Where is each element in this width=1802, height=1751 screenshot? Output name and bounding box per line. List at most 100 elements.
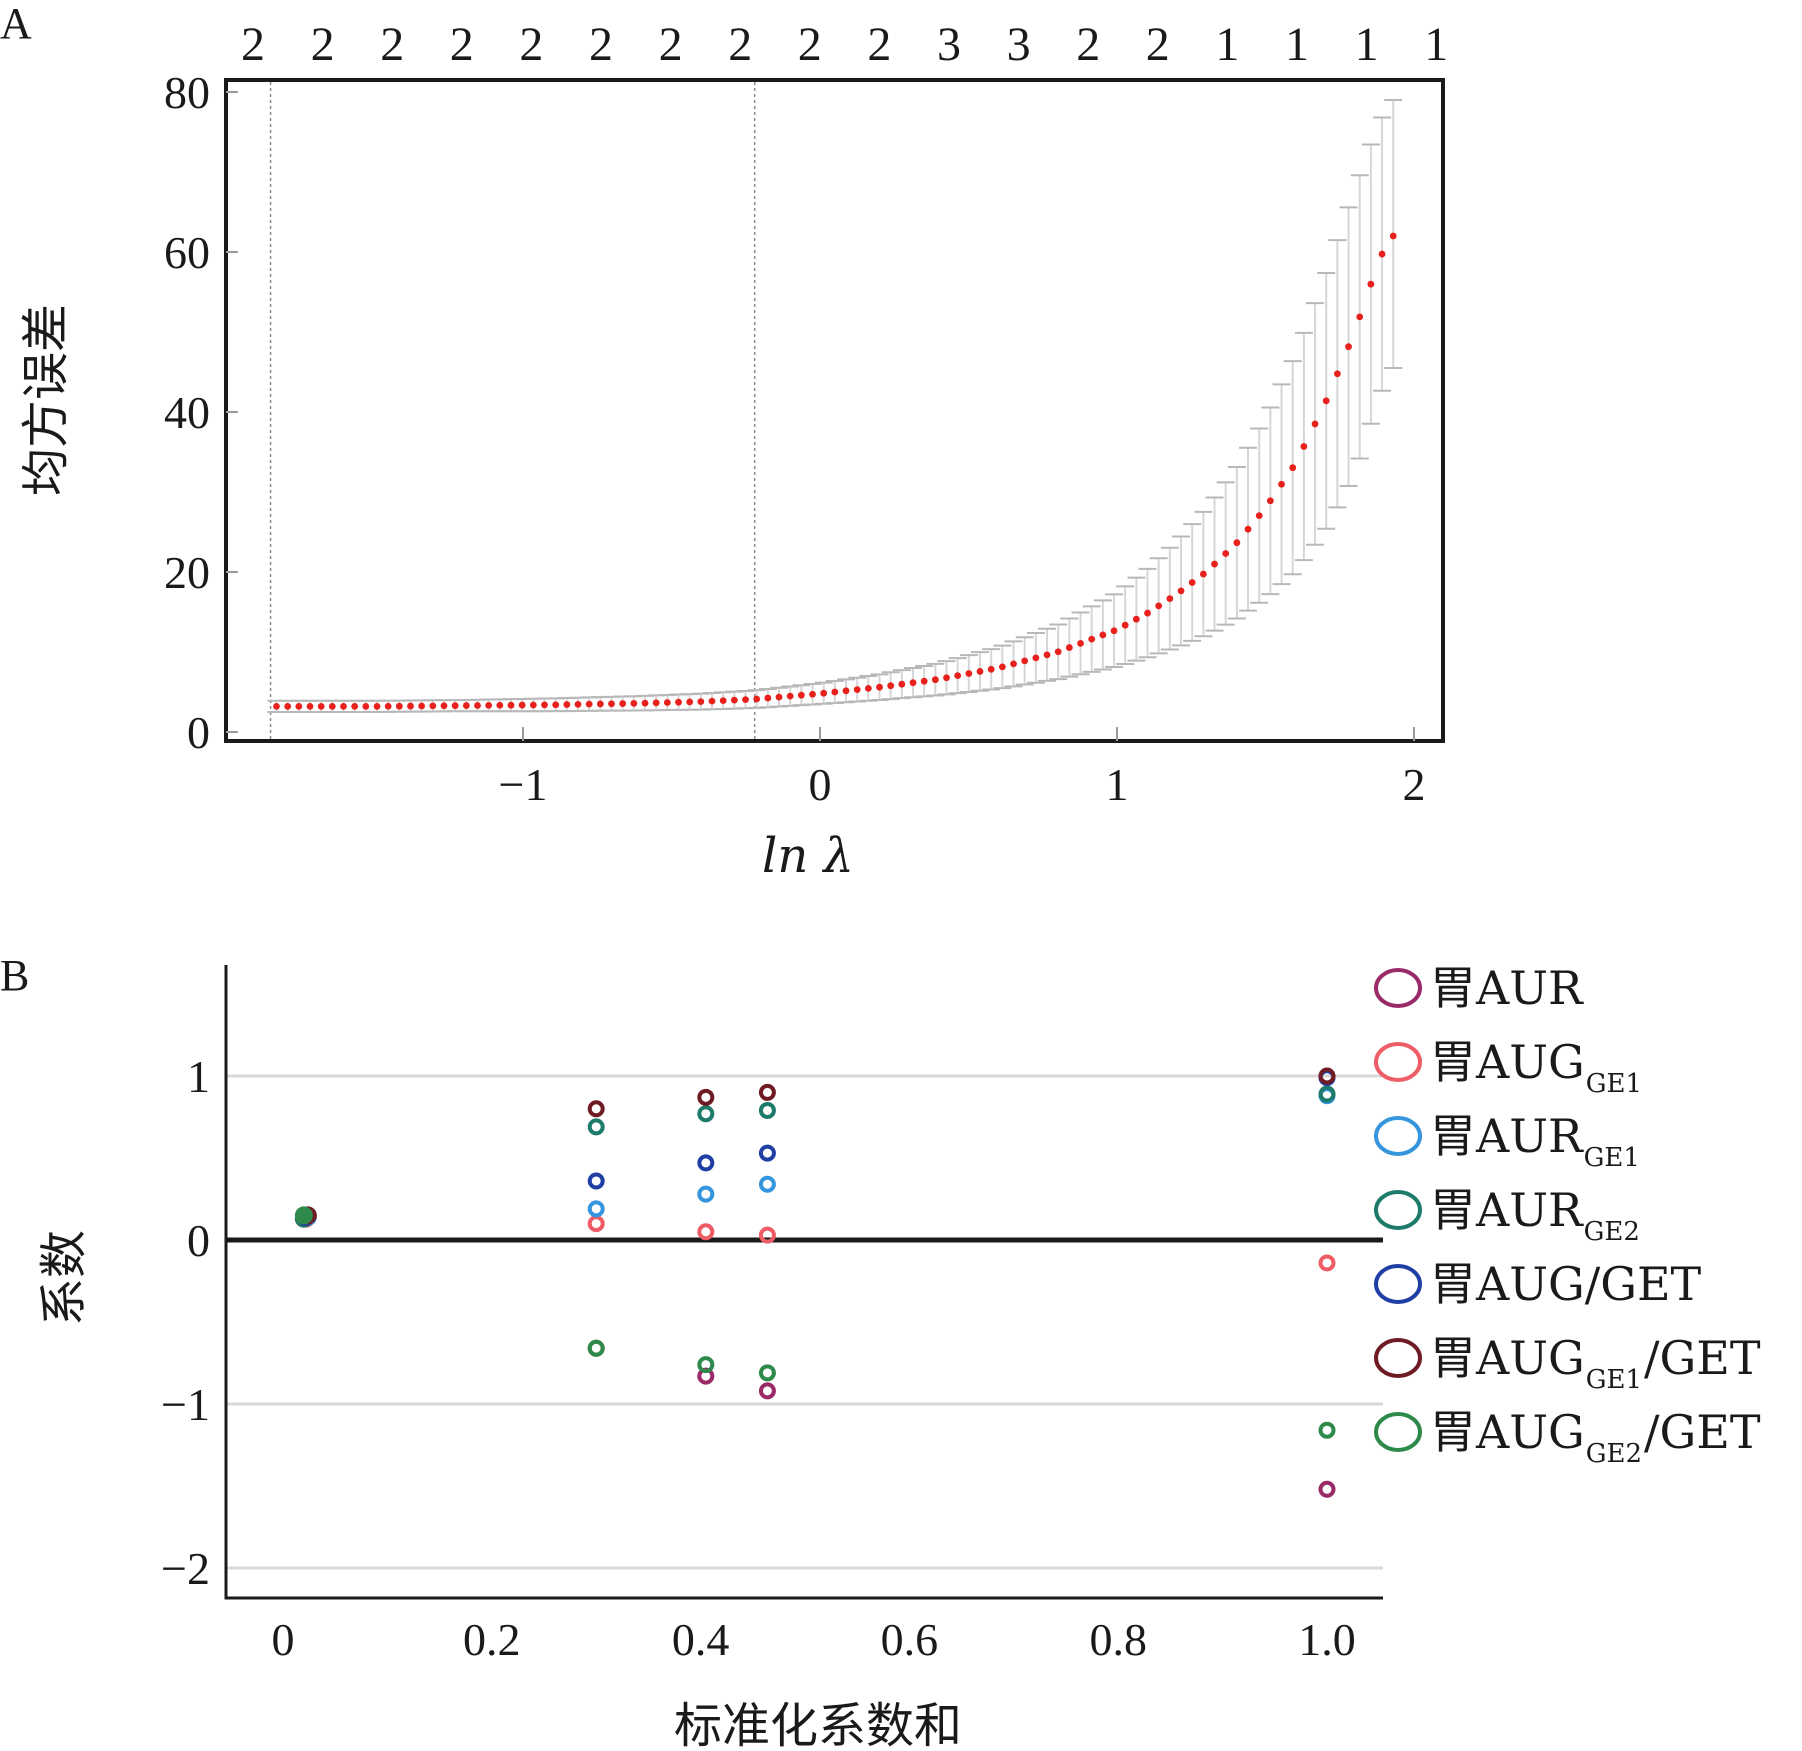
coefficient-point	[758, 1382, 776, 1400]
top-count-label: 2	[659, 18, 683, 71]
mse-point	[1266, 497, 1274, 505]
mse-point	[1367, 280, 1375, 288]
y-tick-label: 60	[164, 227, 210, 278]
mse-point	[1121, 621, 1129, 629]
x-tick-label: 1.0	[1298, 1614, 1356, 1665]
coefficient-point	[697, 1185, 715, 1203]
legend-label-main: 胃AUR	[1430, 961, 1584, 1015]
top-count-label: 2	[1146, 18, 1170, 71]
top-count-label: 2	[589, 18, 613, 71]
x-axis-title: 标准化系数和	[674, 1698, 962, 1751]
y-tick-label: 20	[164, 547, 210, 598]
mse-point	[920, 677, 928, 685]
legend-label-subscript: GE1	[1586, 1069, 1642, 1099]
mse-point	[1010, 660, 1017, 668]
coefficient-point	[587, 1172, 605, 1190]
mse-point	[1199, 570, 1207, 578]
legend-marker-circle-icon	[1374, 1338, 1422, 1378]
y-axis-title: 系数	[36, 1230, 92, 1326]
gridlines	[226, 1074, 1383, 1570]
y-axis-title: 均方误差	[18, 304, 74, 496]
mse-point	[1289, 464, 1297, 472]
mse-point	[831, 688, 839, 696]
y-tick-label: 0	[187, 707, 210, 758]
mse-point	[1311, 420, 1319, 428]
mse-point	[1065, 644, 1073, 651]
mse-point	[384, 702, 392, 710]
legend-label-main: 胃AUG	[1430, 1035, 1585, 1089]
legend-label-subscript: GE2	[1586, 1439, 1642, 1469]
legend-label-main: 胃AUR	[1430, 1109, 1584, 1163]
mse-point	[1132, 615, 1140, 623]
coefficient-point	[697, 1088, 715, 1106]
mse-point	[1054, 648, 1062, 656]
mse-point	[585, 700, 593, 708]
legend-marker-circle-icon	[1374, 1116, 1422, 1156]
mse-point	[998, 663, 1006, 671]
legend-item: 胃AUR	[1374, 961, 1584, 1015]
top-count-label: 1	[1355, 18, 1379, 71]
x-tick-label: 2	[1403, 759, 1426, 810]
mse-point	[630, 699, 638, 707]
mse-point	[675, 698, 682, 706]
mse-point	[1345, 343, 1352, 351]
error-bars	[267, 99, 1403, 713]
mse-point	[1088, 635, 1096, 643]
mse-point	[931, 676, 939, 684]
mse-point	[1166, 595, 1174, 603]
mse-point	[1255, 512, 1263, 520]
coefficient-point	[1318, 1254, 1336, 1272]
mse-point	[775, 693, 783, 701]
mse-point	[395, 702, 403, 710]
x-tick-label: 1	[1106, 759, 1129, 810]
mse-point	[496, 701, 504, 709]
x-axis-title: ln λ	[762, 828, 854, 884]
mse-point	[954, 672, 962, 680]
legend-item: 胃AUR GE1	[1374, 1109, 1640, 1173]
x-tick-label: −1	[499, 759, 548, 810]
plot-frame	[224, 78, 1445, 743]
mse-point	[1077, 639, 1084, 647]
mse-point	[608, 700, 615, 708]
mse-point	[1043, 651, 1051, 659]
mse-point	[1333, 370, 1341, 378]
mse-point	[1222, 550, 1230, 557]
coefficient-point	[587, 1200, 605, 1218]
legend-item: 胃AUR GE2	[1374, 1183, 1640, 1247]
mse-point	[440, 702, 448, 710]
reference-lines	[269, 82, 756, 739]
legend-item: 胃AUG GE1	[1374, 1035, 1642, 1099]
coefficient-point	[758, 1101, 776, 1119]
mse-point	[820, 689, 828, 697]
top-count-label: 2	[798, 18, 822, 71]
mse-point	[563, 701, 571, 708]
mse-point	[619, 700, 627, 707]
mse-point	[708, 697, 716, 705]
mse-point	[1356, 313, 1364, 321]
panel-b-coefficient-path: 0 0.2 0.4 0.6 0.8 1.0 −2−101 标准化系数和 系数 胃AUR胃A…	[36, 961, 1761, 1751]
legend-marker-circle-icon	[1374, 1042, 1422, 1082]
legend-label-subscript: GE2	[1584, 1217, 1640, 1247]
top-count-label: 1	[1424, 18, 1448, 71]
mse-point	[451, 702, 459, 710]
mse-point	[809, 690, 816, 698]
legend-item: 胃AUG GE2/GET	[1374, 1405, 1761, 1469]
mse-point	[1278, 480, 1285, 488]
coefficient-point	[697, 1223, 715, 1241]
panel-a-label: A	[0, 0, 32, 48]
top-count-label: 2	[867, 18, 891, 71]
mse-point	[1211, 560, 1218, 568]
mse-point	[507, 701, 515, 709]
legend-label-suffix: /GET	[1644, 1405, 1761, 1459]
mse-point	[518, 701, 526, 709]
mse-point	[574, 700, 582, 708]
coefficient-point	[758, 1144, 776, 1162]
mse-point	[340, 703, 347, 710]
mse-point	[552, 701, 560, 709]
top-count-label: 3	[1007, 18, 1031, 71]
mse-point	[663, 699, 671, 706]
mse-point	[1032, 654, 1040, 662]
coefficient-point	[587, 1339, 605, 1357]
